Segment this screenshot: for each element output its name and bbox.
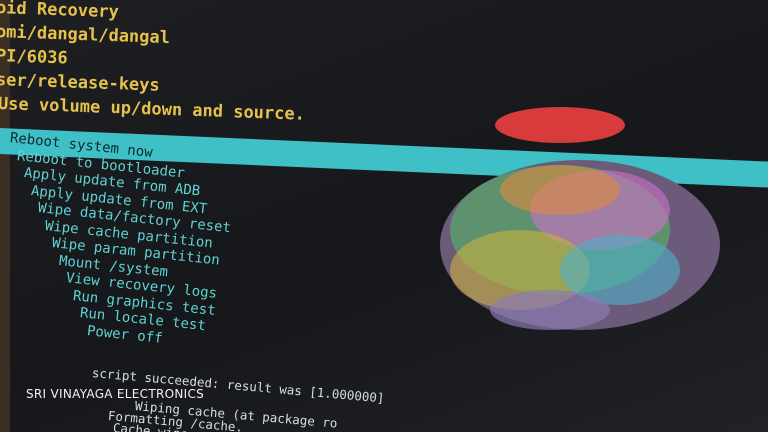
bezel: [0, 0, 10, 432]
watermark: SRI VINAYAGA ELECTRONICS: [26, 387, 205, 401]
header-line: PI/6036: [0, 46, 68, 69]
